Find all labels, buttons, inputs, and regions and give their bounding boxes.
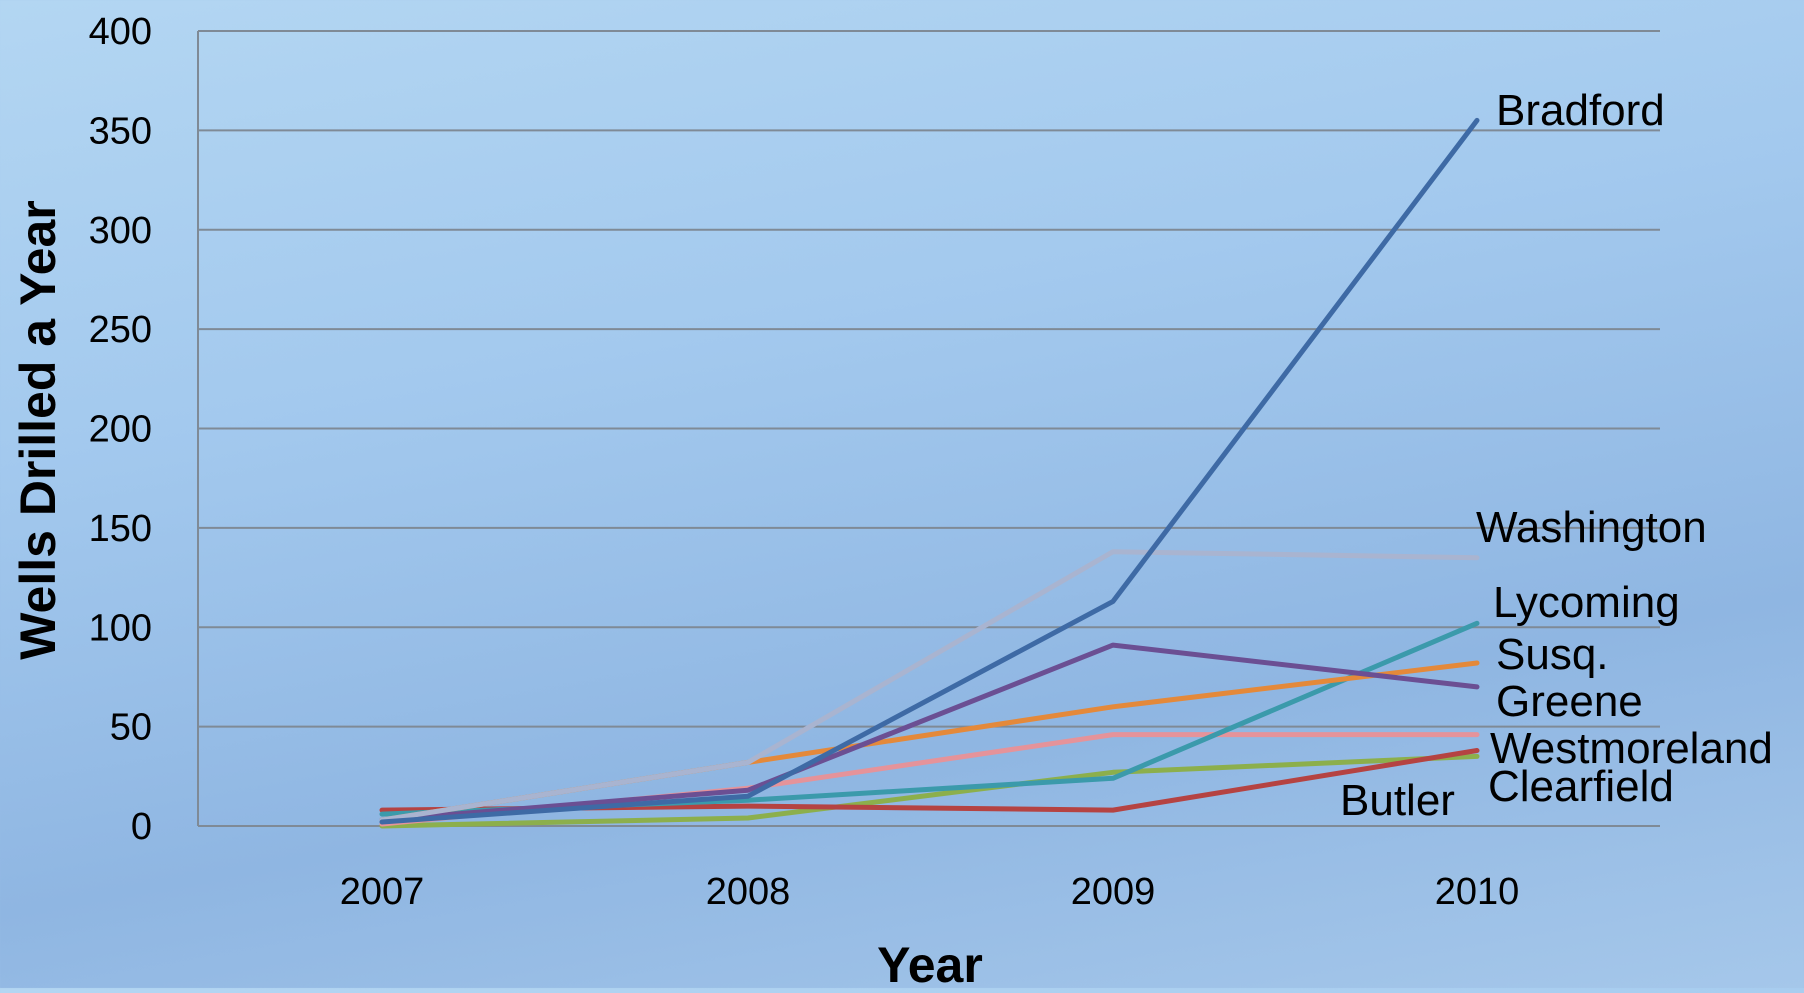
series-line-washington: [379, 549, 1480, 823]
series-line-clearfield: [379, 753, 1480, 829]
x-axis-title: Year: [877, 937, 983, 988]
x-axis-ticks: 2007 2008 2009 2010: [340, 871, 1520, 913]
series-label-washington: Washington: [1476, 503, 1707, 552]
x-tick-label: 2009: [1071, 871, 1156, 913]
series-label-bradford: Bradford: [1496, 86, 1665, 135]
series-label-butler: Butler: [1340, 776, 1455, 825]
series-label-lycoming: Lycoming: [1493, 578, 1680, 627]
series-labels: Bradford Washington LycomingSusq.GreeneWes…: [1340, 86, 1773, 825]
gridlines: [197, 30, 1660, 827]
series-label-clearfield: Clearfield: [1488, 762, 1674, 811]
series-line-greene: [379, 642, 1480, 823]
series-label-greene: Greene: [1496, 677, 1643, 726]
y-tick-label: 200: [89, 409, 152, 451]
y-tick-label: 100: [89, 607, 152, 649]
y-tick-label: 400: [89, 11, 152, 53]
series-label-westmoreland: Westmoreland: [1490, 724, 1773, 773]
series-line-bradford: [379, 117, 1480, 825]
y-tick-label: 0: [131, 806, 152, 848]
x-tick-label: 2010: [1435, 871, 1520, 913]
y-tick-label: 150: [89, 508, 152, 550]
y-axis-title: Wells Drilled a Year: [10, 200, 66, 660]
x-tick-label: 2007: [340, 871, 425, 913]
series-lines: [379, 117, 1480, 829]
y-tick-label: 300: [89, 210, 152, 252]
y-tick-label: 250: [89, 309, 152, 351]
y-tick-label: 50: [110, 707, 152, 749]
y-axis-ticks: 0 50 100 150 200 250 300 350 400: [89, 11, 152, 848]
x-tick-label: 2008: [706, 871, 791, 913]
y-tick-label: 350: [89, 110, 152, 152]
series-label-susq: Susq.: [1496, 630, 1609, 679]
